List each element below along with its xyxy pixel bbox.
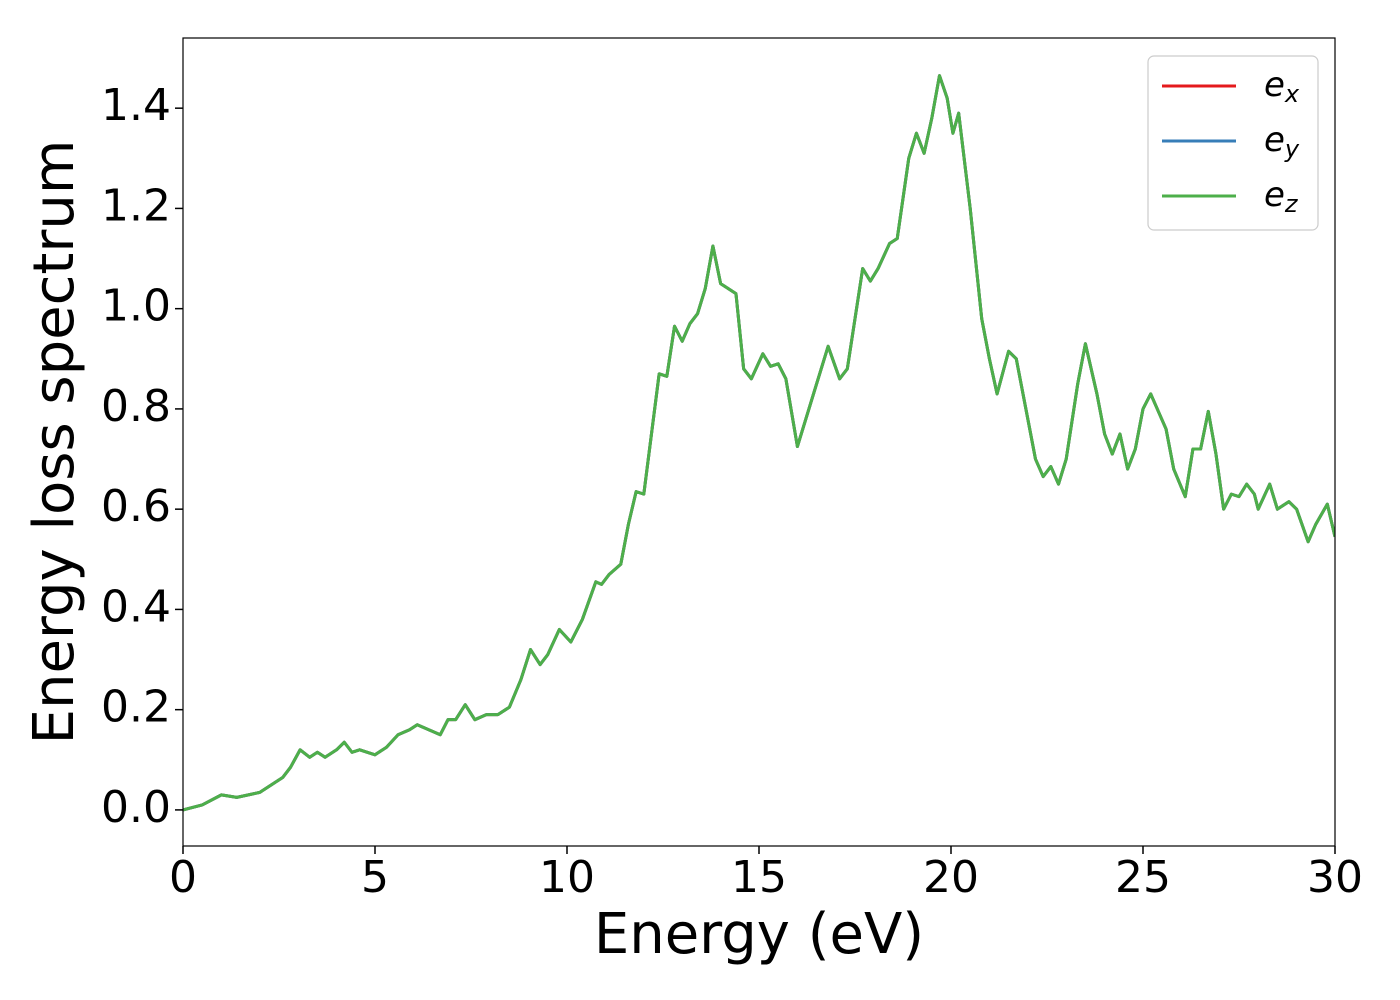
legend-box	[1147, 55, 1319, 231]
y-tick-label: 1.4	[101, 80, 171, 131]
y-tick-label: 1.2	[101, 180, 171, 231]
legend-label: ex	[1264, 65, 1300, 109]
y-tick-label: 0.8	[101, 381, 171, 432]
x-tick-label: 10	[539, 852, 595, 903]
x-tick-label: 5	[361, 852, 389, 903]
y-tick-label: 0.2	[101, 682, 171, 733]
y-tick-label: 1.0	[101, 281, 171, 332]
x-tick-label: 15	[731, 852, 787, 903]
y-tick-label: 0.6	[101, 481, 171, 532]
y-tick-label: 0.4	[101, 581, 171, 632]
legend-label: ez	[1264, 175, 1299, 219]
legend-label: ey	[1264, 120, 1300, 164]
x-tick-label: 20	[923, 852, 979, 903]
x-tick-label: 0	[169, 852, 197, 903]
y-tick-label: 0.0	[101, 782, 171, 833]
plot-frame	[182, 37, 1336, 847]
x-tick-label: 25	[1115, 852, 1171, 903]
x-tick-label: 30	[1307, 852, 1363, 903]
y-axis-label: Energy loss spectrum	[22, 140, 87, 745]
x-axis-label: Energy (eV)	[594, 902, 924, 967]
series-line	[183, 74, 1335, 812]
